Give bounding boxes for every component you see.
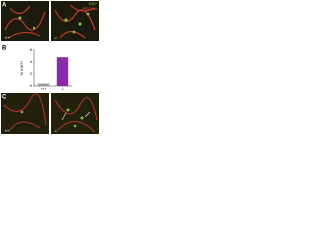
stain-label: Ki67 (89, 1, 98, 6)
cell-stain (86, 12, 90, 16)
stain-label: PECAM (83, 6, 97, 11)
image-panel-c (1, 93, 99, 134)
cell-stain (32, 26, 36, 30)
x-tick-label: +/+ (41, 86, 47, 91)
cell-stain (73, 124, 77, 128)
cell-stain (64, 18, 68, 22)
micrograph (51, 93, 99, 134)
panel-label: C (2, 95, 7, 101)
genotype-label: +/+ (4, 35, 10, 40)
x-tick-label: -/- (61, 86, 65, 91)
cell-stain (78, 22, 82, 26)
arrow (61, 111, 91, 121)
cell-stain (66, 108, 70, 112)
cell-stain (72, 30, 76, 34)
bar (56, 57, 69, 86)
panel-label: B (2, 46, 7, 52)
bar (37, 83, 50, 86)
genotype-label: -/- (54, 128, 58, 133)
panel-label: A (2, 3, 7, 9)
genotype-label: -/- (54, 35, 58, 40)
y-tick-label: 6 (30, 47, 33, 52)
y-axis-label: % Ki67+ (19, 60, 24, 76)
y-tick-label: 4 (30, 59, 33, 64)
genotype-label: +/+ (4, 128, 10, 133)
vessel-stain (4, 5, 46, 39)
vessel-stain (3, 93, 47, 131)
figure: A +/+ -/- Ki67 PECAM B C +/+ -/- % Ki67+… (1, 1, 99, 134)
cell-stain (18, 16, 22, 20)
cell-stain (20, 110, 24, 114)
vessel-stain (54, 97, 98, 133)
y-tick-label: 2 (30, 71, 33, 76)
vessel-stain (54, 4, 96, 39)
y-tick-label: 0 (30, 83, 33, 88)
image-panel-a (1, 1, 99, 41)
cell-stain (80, 116, 84, 120)
